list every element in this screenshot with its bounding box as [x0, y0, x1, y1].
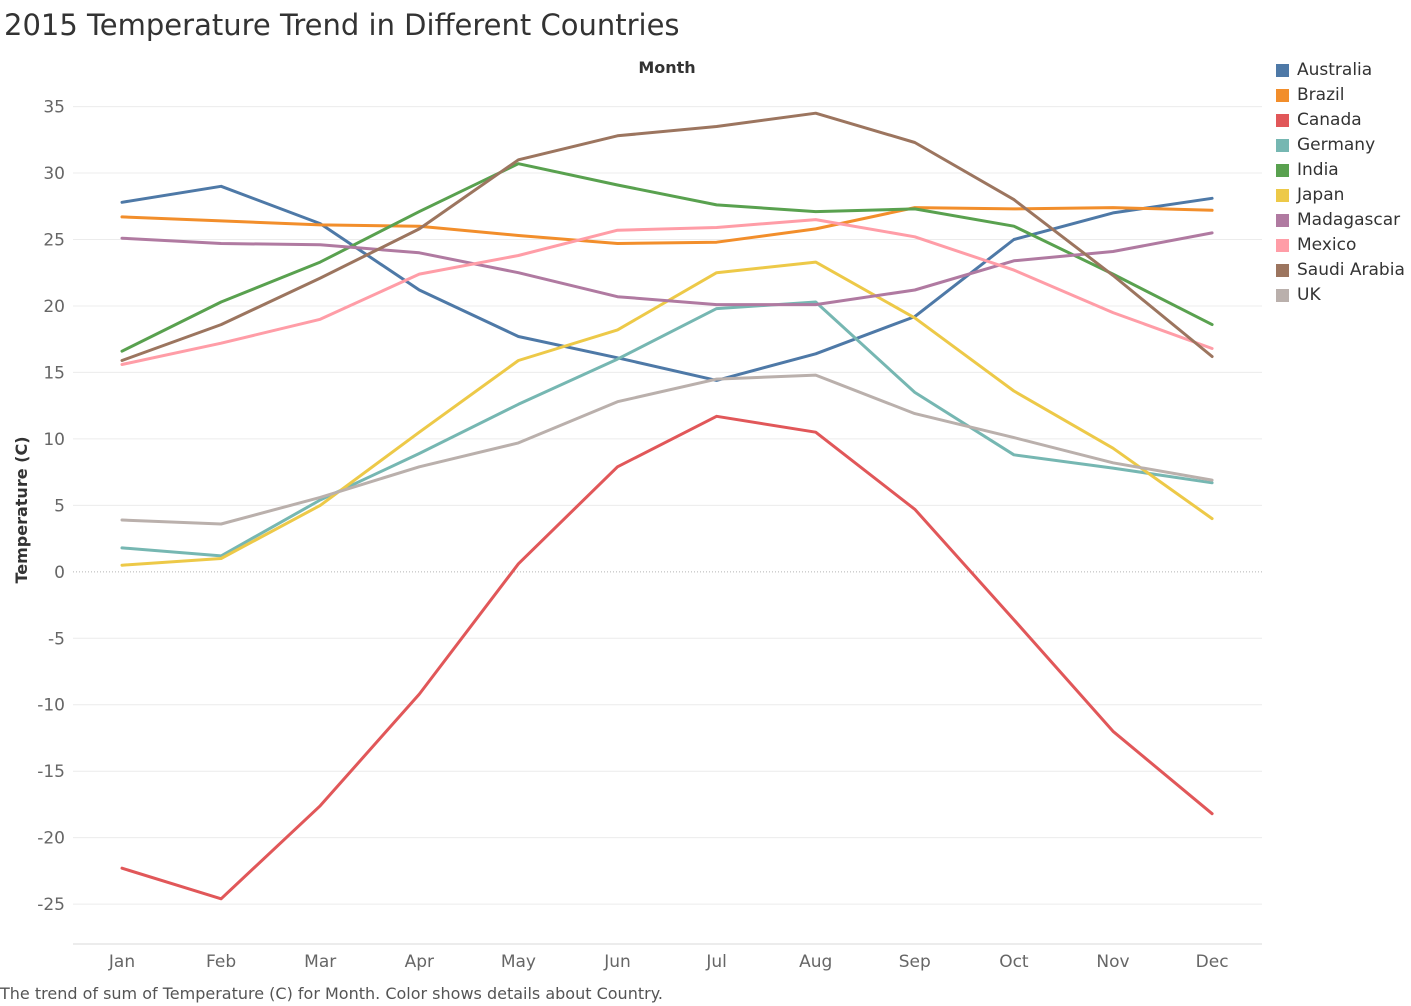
- legend-item[interactable]: Germany: [1276, 134, 1410, 159]
- legend-label: Canada: [1297, 110, 1362, 130]
- x-tick-label: Jan: [108, 952, 135, 972]
- y-axis-label: Temperature (C): [12, 436, 31, 583]
- y-tick-label: -15: [37, 762, 65, 782]
- y-tick-label: -25: [37, 895, 65, 915]
- legend-swatch: [1276, 89, 1289, 102]
- y-tick-label: 0: [54, 563, 65, 583]
- series-line-canada: [120, 414, 1214, 901]
- series-line-uk: [120, 373, 1214, 526]
- legend-label: UK: [1297, 285, 1321, 305]
- x-tick-label: Sep: [899, 952, 931, 972]
- gridlines: [73, 106, 1262, 905]
- y-tick-label: 30: [43, 164, 65, 184]
- legend-item[interactable]: Australia: [1276, 59, 1410, 84]
- legend-item[interactable]: Saudi Arabia: [1276, 259, 1410, 284]
- x-tick-label: Oct: [999, 952, 1029, 972]
- x-tick-label: Jun: [603, 952, 631, 972]
- x-tick-label: Jul: [705, 952, 727, 972]
- y-tick-label: -20: [37, 829, 65, 849]
- chart-title: 2015 Temperature Trend in Different Coun…: [4, 8, 680, 42]
- x-tick-label: Apr: [405, 952, 434, 972]
- series-line-germany: [120, 300, 1214, 558]
- legend-item[interactable]: UK: [1276, 284, 1410, 309]
- legend-swatch: [1276, 189, 1289, 202]
- y-tick-labels: 35 30 25 20 15 10 5 0 -5 -10 -15 -20 -25: [37, 98, 65, 916]
- x-tick-label: May: [501, 952, 536, 972]
- legend-swatch: [1276, 64, 1289, 77]
- legend-label: Saudi Arabia: [1297, 260, 1405, 280]
- series-lines: [120, 111, 1214, 901]
- series-line-brazil: [120, 206, 1214, 245]
- y-tick-label: 25: [43, 231, 65, 251]
- legend: Australia Brazil Canada Germany India Japan Ma…: [1276, 59, 1410, 309]
- legend-label: Germany: [1297, 135, 1376, 155]
- y-tick-label: 10: [43, 430, 65, 450]
- y-tick-label: 15: [43, 363, 65, 383]
- chart-caption: The trend of sum of Temperature (C) for …: [0, 984, 663, 1003]
- x-tick-label: Feb: [206, 952, 236, 972]
- legend-label: Brazil: [1297, 85, 1345, 105]
- legend-item[interactable]: India: [1276, 159, 1410, 184]
- x-tick-label: Dec: [1196, 952, 1229, 972]
- legend-item[interactable]: Japan: [1276, 184, 1410, 209]
- legend-label: Madagascar: [1297, 210, 1401, 230]
- legend-swatch: [1276, 114, 1289, 127]
- x-tick-label: Mar: [304, 952, 336, 972]
- y-tick-label: 5: [54, 496, 65, 516]
- legend-swatch: [1276, 239, 1289, 252]
- x-axis-label: Month: [638, 58, 695, 77]
- legend-label: Japan: [1297, 185, 1345, 205]
- x-tick-label: Nov: [1096, 952, 1129, 972]
- series-line-mexico: [120, 218, 1214, 366]
- series-line-madagascar: [120, 231, 1214, 307]
- legend-item[interactable]: Madagascar: [1276, 209, 1410, 234]
- legend-swatch: [1276, 264, 1289, 277]
- legend-label: Mexico: [1297, 235, 1357, 255]
- series-line-saudi-arabia: [120, 111, 1214, 362]
- legend-item[interactable]: Canada: [1276, 109, 1410, 134]
- legend-label: Australia: [1297, 60, 1373, 80]
- legend-swatch: [1276, 289, 1289, 302]
- legend-item[interactable]: Brazil: [1276, 84, 1410, 109]
- legend-swatch: [1276, 164, 1289, 177]
- y-tick-label: 35: [43, 98, 65, 118]
- y-tick-label: -10: [37, 696, 65, 716]
- legend-item[interactable]: Mexico: [1276, 234, 1410, 259]
- y-tick-label: 20: [43, 297, 65, 317]
- y-tick-label: -5: [48, 629, 65, 649]
- series-line-india: [120, 162, 1214, 353]
- x-tick-labels: Jan Feb Mar Apr May Jun Jul Aug Sep Oct Nov Dec: [108, 952, 1229, 972]
- legend-swatch: [1276, 139, 1289, 152]
- legend-label: India: [1297, 160, 1339, 180]
- x-tick-label: Aug: [799, 952, 832, 972]
- legend-swatch: [1276, 214, 1289, 227]
